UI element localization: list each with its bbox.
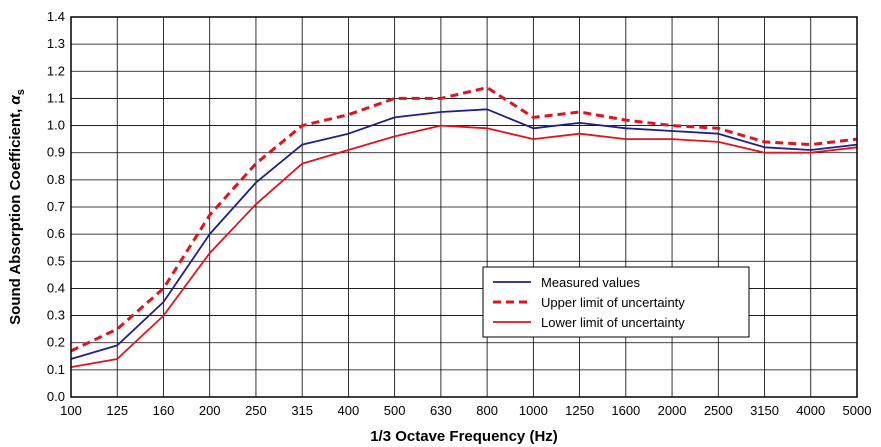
- y-tick-label: 0.5: [47, 253, 65, 268]
- x-tick-label: 2500: [704, 403, 733, 418]
- plot-frame: [70, 16, 858, 398]
- legend-label: Measured values: [541, 275, 640, 290]
- legend-box: [482, 266, 750, 338]
- x-tick-label: 125: [106, 403, 128, 418]
- x-tick-label: 1250: [565, 403, 594, 418]
- y-tick-label: 0.1: [47, 362, 65, 377]
- series-line-lower-limit-of-uncertainty: [70, 124, 858, 368]
- x-tick-label: 160: [153, 403, 175, 418]
- x-tick-label: 4000: [796, 403, 825, 418]
- x-tick-label: 2000: [658, 403, 687, 418]
- x-tick-label: 250: [245, 403, 267, 418]
- y-tick-label: 0.2: [47, 335, 65, 350]
- x-tick-label: 800: [476, 403, 498, 418]
- x-tick-label: 1000: [519, 403, 548, 418]
- x-tick-label: 200: [199, 403, 221, 418]
- y-tick-labels: 0.0 0.1 0.2 0.3 0.4 0.5 0.6 0.7 0.8 0.9 1.0 1.1 1.2 1…: [47, 9, 65, 404]
- y-tick-label: 0.0: [47, 389, 65, 404]
- y-tick-label: 1.3: [47, 36, 65, 51]
- x-tick-label: 5000: [843, 403, 872, 418]
- y-tick-label: 1.1: [47, 90, 65, 105]
- y-axis-title-text: Sound Absorption Coefficient,: [7, 105, 24, 325]
- series-line-upper-limit-of-uncertainty: [70, 86, 858, 353]
- legend: Measured values Upper limit of uncertaint…: [482, 266, 750, 338]
- x-axis-title: 1/3 Octave Frequency (Hz): [370, 428, 558, 445]
- series-group: [70, 86, 858, 368]
- grid: [71, 17, 857, 397]
- y-tick-label: 0.4: [47, 280, 65, 295]
- y-axis-title: Sound Absorption Coefficient, αs: [7, 89, 27, 325]
- x-tick-label: 3150: [750, 403, 779, 418]
- y-tick-label: 0.9: [47, 145, 65, 160]
- y-tick-label: 1.0: [47, 118, 65, 133]
- y-tick-label: 0.6: [47, 226, 65, 241]
- x-tick-label: 630: [430, 403, 452, 418]
- x-tick-label: 500: [384, 403, 406, 418]
- y-axis-title-symbol: α: [7, 95, 24, 105]
- x-tick-labels: 100 125 160 200 250 315 400 500 630 800 1000 1250 16…: [60, 403, 871, 418]
- y-tick-label: 0.8: [47, 172, 65, 187]
- y-tick-label: 1.4: [47, 9, 65, 24]
- legend-label: Upper limit of uncertainty: [541, 295, 685, 310]
- x-tick-label: 315: [291, 403, 313, 418]
- y-tick-label: 0.3: [47, 308, 65, 323]
- legend-label: Lower limit of uncertainty: [541, 315, 685, 330]
- x-tick-label: 400: [338, 403, 360, 418]
- y-tick-label: 0.7: [47, 199, 65, 214]
- x-tick-label: 1600: [611, 403, 640, 418]
- y-axis-title-subscript: s: [15, 89, 27, 95]
- y-tick-label: 1.2: [47, 63, 65, 78]
- x-tick-label: 100: [60, 403, 82, 418]
- series-line-measured-values: [70, 108, 858, 360]
